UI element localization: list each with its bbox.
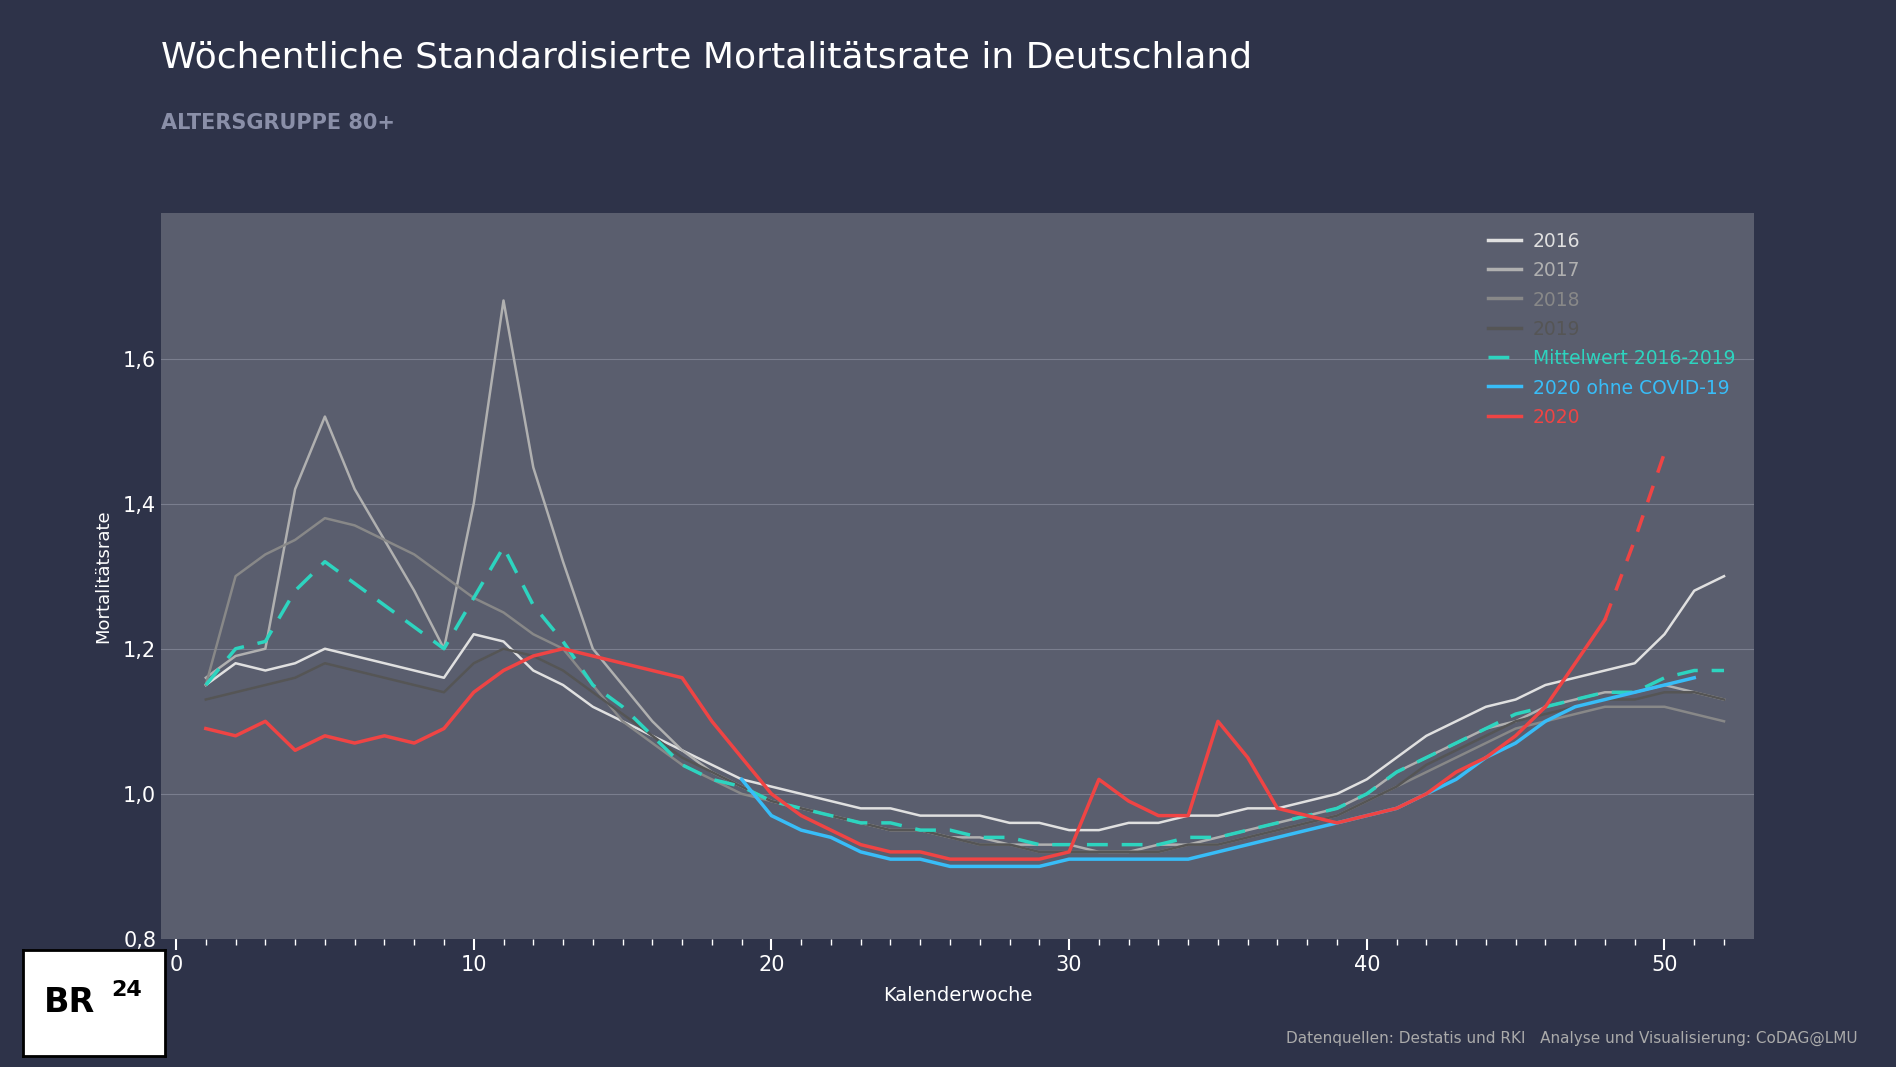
X-axis label: Kalenderwoche: Kalenderwoche [884, 986, 1031, 1005]
Y-axis label: Mortalitätsrate: Mortalitätsrate [95, 509, 112, 643]
Legend: 2016, 2017, 2018, 2019, Mittelwert 2016-2019, 2020 ohne COVID-19, 2020: 2016, 2017, 2018, 2019, Mittelwert 2016-… [1479, 223, 1744, 436]
Text: 24: 24 [110, 981, 142, 1000]
Text: Wöchentliche Standardisierte Mortalitätsrate in Deutschland: Wöchentliche Standardisierte Mortalitäts… [161, 41, 1251, 75]
Text: BR: BR [44, 987, 95, 1019]
Text: Datenquellen: Destatis und RKI   Analyse und Visualisierung: CoDAG@LMU: Datenquellen: Destatis und RKI Analyse u… [1287, 1031, 1858, 1046]
Text: ALTERSGRUPPE 80+: ALTERSGRUPPE 80+ [161, 113, 394, 133]
